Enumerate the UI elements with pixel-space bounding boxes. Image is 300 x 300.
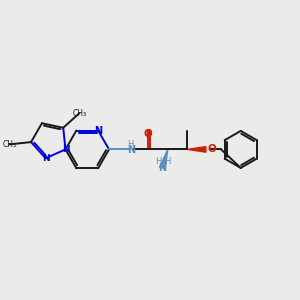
Text: N: N [62,145,69,154]
Text: N: N [42,154,50,163]
Text: O: O [208,144,217,154]
Text: CH₃: CH₃ [2,140,16,149]
Text: N: N [127,146,135,155]
Text: H: H [128,140,134,149]
Text: H: H [164,158,170,166]
Text: H: H [155,158,162,166]
Text: N: N [158,163,166,173]
Text: O: O [144,129,153,139]
Text: CH₃: CH₃ [72,109,86,118]
Text: N: N [94,126,102,136]
Polygon shape [188,147,206,152]
Polygon shape [160,149,168,169]
